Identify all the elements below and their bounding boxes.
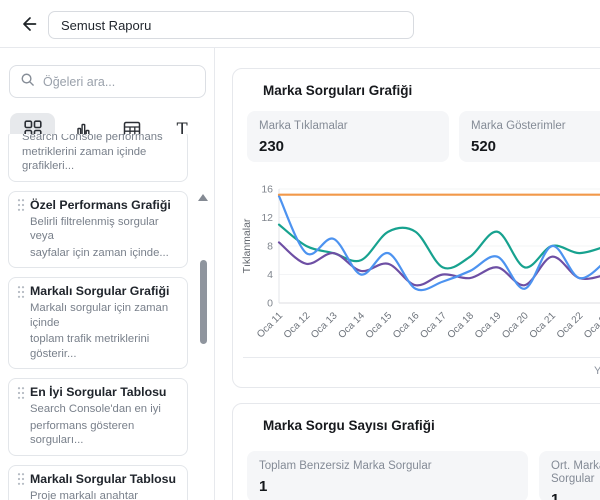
svg-text:16: 16 xyxy=(261,184,273,196)
item-description-line: toplam trafik metriklerini gösterir... xyxy=(30,333,150,360)
scroll-up-arrow-icon[interactable] xyxy=(198,194,208,201)
sidebar-search-box[interactable] xyxy=(9,65,206,98)
item-description-line: Search Console'dan en iyi xyxy=(30,403,161,415)
svg-text:Oca 18: Oca 18 xyxy=(446,310,477,341)
item-description-line: Belirli filtrelenmiş sorgular veya xyxy=(30,215,159,243)
svg-text:Oca 16: Oca 16 xyxy=(391,310,422,341)
line-chart: 0 4 8 12 16 Tıklanmalar Oca 11 Oca 12 Oca 13 Oca … xyxy=(241,179,600,347)
drag-handle-icon[interactable] xyxy=(17,198,25,212)
metric-box-marka-gosterimler: Marka Gösterimler 520 xyxy=(459,111,600,162)
item-description-line: metriklerini zaman içinde grafikleri... xyxy=(22,145,147,173)
configure-link[interactable]: Yapılandır xyxy=(594,365,600,377)
item-description-line: sayfalar için zaman içinde... xyxy=(30,246,169,259)
widget-card-marka-sorgu-sayisi-grafigi[interactable]: Marka Sorgu Sayısı Grafiği Toplam Benzer… xyxy=(232,403,600,500)
top-header-bar xyxy=(0,0,600,48)
item-description-line: Search Console performans xyxy=(22,134,163,143)
item-title: Özel Performans Grafiği xyxy=(30,197,171,212)
drag-handle-icon[interactable] xyxy=(17,386,25,400)
svg-text:Oca 14: Oca 14 xyxy=(336,310,367,341)
svg-text:0: 0 xyxy=(267,298,273,310)
metric-label: Ort. Marka Sorgular xyxy=(551,460,600,485)
search-input[interactable] xyxy=(43,74,204,89)
metric-value: 520 xyxy=(471,138,497,155)
metric-value: 1 xyxy=(551,491,560,500)
svg-text:8: 8 xyxy=(267,241,273,253)
svg-text:Oca 19: Oca 19 xyxy=(473,310,504,341)
report-canvas: Marka Sorguları Grafiği Marka Tıklamalar… xyxy=(216,48,600,500)
grid-icon xyxy=(24,119,42,141)
arrow-left-icon xyxy=(19,17,39,37)
widget-sidebar: T Search Console performans metriklerini… xyxy=(0,48,215,500)
list-item-markali-sorgular-tablosu[interactable]: Markalı Sorgular Tablosu Proje markalı a… xyxy=(8,464,188,500)
svg-text:Oca 17: Oca 17 xyxy=(418,310,449,341)
item-title: Markalı Sorgular Grafiği xyxy=(30,284,170,298)
widget-title: Marka Sorgu Sayısı Grafiği xyxy=(263,418,435,433)
list-item-markali-sorgular-grafigi[interactable]: Markalı Sorgular Grafiği Markalı sorgula… xyxy=(8,277,188,369)
text-icon: T xyxy=(176,119,188,139)
svg-text:Tıklanmalar: Tıklanmalar xyxy=(241,218,253,273)
list-item-ozel-performans-grafigi[interactable]: Özel Performans Grafiği Belirli filtrele… xyxy=(8,190,188,268)
item-description-line: Markalı sorgular için zaman içinde xyxy=(30,302,169,329)
metric-value: 230 xyxy=(259,138,285,155)
back-button[interactable] xyxy=(18,14,40,36)
item-description-line: performans gösteren sorguları... xyxy=(30,419,135,447)
item-title: Markalı Sorgular Tablosu xyxy=(30,471,177,486)
svg-text:Oca 21: Oca 21 xyxy=(528,310,559,341)
metric-box-ort-marka: Ort. Marka Sorgular 1 xyxy=(539,451,600,500)
svg-text:12: 12 xyxy=(261,212,273,224)
svg-text:Oca 15: Oca 15 xyxy=(364,310,395,341)
metric-label: Toplam Benzersiz Marka Sorgular xyxy=(259,460,432,472)
list-item-partial[interactable]: Search Console performans metriklerini z… xyxy=(8,134,188,182)
drag-handle-icon[interactable] xyxy=(17,285,25,299)
widget-title: Marka Sorguları Grafiği xyxy=(263,83,413,98)
tab-text[interactable]: T xyxy=(160,113,205,148)
svg-text:Oca 13: Oca 13 xyxy=(309,310,340,341)
metric-box-toplam-benzersiz: Toplam Benzersiz Marka Sorgular 1 xyxy=(247,451,528,500)
card-footer-divider xyxy=(243,357,600,358)
report-name-input[interactable] xyxy=(48,11,414,39)
svg-text:Oca 23: Oca 23 xyxy=(582,310,600,341)
svg-text:Oca 22: Oca 22 xyxy=(555,310,586,341)
search-icon xyxy=(20,72,35,92)
metric-label: Marka Gösterimler xyxy=(471,120,566,132)
drag-handle-icon[interactable] xyxy=(17,472,25,486)
svg-text:Oca 20: Oca 20 xyxy=(500,310,531,341)
list-item-en-iyi-sorgular-tablosu[interactable]: En İyi Sorgular Tablosu Search Console'd… xyxy=(8,378,188,456)
metric-label: Marka Tıklamalar xyxy=(259,120,348,132)
svg-text:4: 4 xyxy=(267,269,273,281)
item-description-line: Proje markalı anahtar kelimelerine xyxy=(30,489,138,500)
scrollbar-thumb[interactable] xyxy=(200,260,207,344)
svg-text:Oca 12: Oca 12 xyxy=(282,310,313,341)
svg-text:Oca 11: Oca 11 xyxy=(255,310,285,340)
widget-card-marka-sorgulari-grafigi[interactable]: Marka Sorguları Grafiği Marka Tıklamalar… xyxy=(232,68,600,388)
item-title: En İyi Sorgular Tablosu xyxy=(30,385,167,399)
metric-box-marka-tiklamalar: Marka Tıklamalar 230 xyxy=(247,111,449,162)
metric-value: 1 xyxy=(259,478,268,495)
widget-item-list: Search Console performans metriklerini z… xyxy=(0,134,215,500)
